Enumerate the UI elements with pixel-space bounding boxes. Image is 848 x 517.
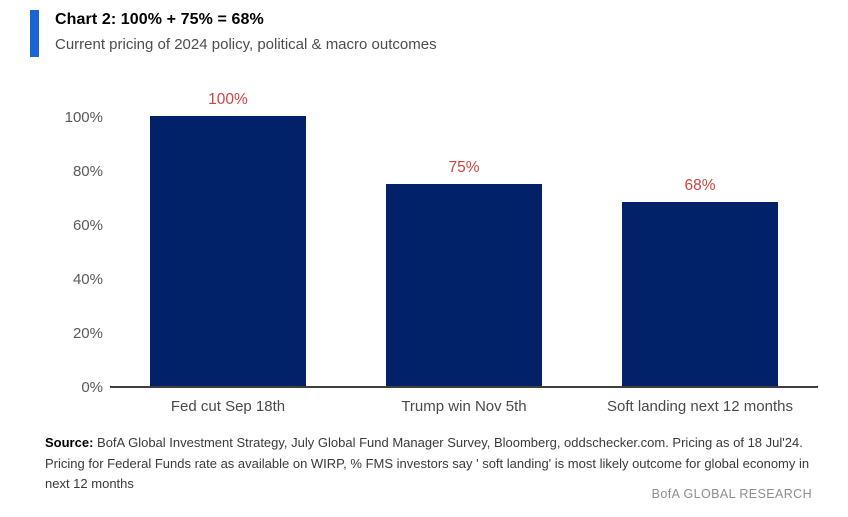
- x-axis: Fed cut Sep 18th Trump win Nov 5th Soft la…: [110, 398, 818, 420]
- y-axis-tick-label: 20%: [72, 325, 103, 342]
- y-axis-tick-label: 80%: [72, 163, 103, 180]
- bofa-global-research-branding: BofA GLOBAL RESEARCH: [651, 487, 812, 501]
- bar-group-1: 100%: [110, 91, 346, 386]
- bar-2: 75%: [386, 159, 542, 386]
- y-axis-tick-label: 100%: [64, 109, 103, 126]
- bar-value-label-3: 68%: [684, 177, 716, 195]
- bar-3: 68%: [622, 177, 778, 386]
- bar-1: 100%: [150, 91, 306, 386]
- y-axis: 100% 80% 60% 40% 20% 0%: [30, 109, 103, 396]
- y-axis-tick-label: 60%: [72, 217, 103, 234]
- y-axis-tick-label: 40%: [72, 271, 103, 288]
- title-accent-bar: [30, 10, 39, 57]
- bar-group-3: 68%: [582, 118, 818, 386]
- x-axis-category-label-2: Trump win Nov 5th: [401, 398, 527, 415]
- source-text: BofA Global Investment Strategy, July Gl…: [45, 435, 810, 491]
- x-axis-category-label-3: Soft landing next 12 months: [607, 398, 793, 415]
- bar-group-2: 75%: [346, 118, 582, 386]
- x-axis-category-label-1: Fed cut Sep 18th: [170, 398, 286, 415]
- source-note: Source: BofA Global Investment Strategy,…: [45, 433, 825, 495]
- bar-value-label-2: 75%: [448, 158, 480, 176]
- bar-value-label-1: 100%: [208, 91, 248, 108]
- plot-area: 100% 75% 68%: [110, 91, 818, 388]
- y-axis-tick-label: 0%: [81, 379, 103, 396]
- chart-subtitle: Current pricing of 2024 policy, politica…: [55, 36, 437, 53]
- chart-title: Chart 2: 100% + 75% = 68%: [55, 11, 264, 28]
- source-label: Source:: [45, 435, 94, 450]
